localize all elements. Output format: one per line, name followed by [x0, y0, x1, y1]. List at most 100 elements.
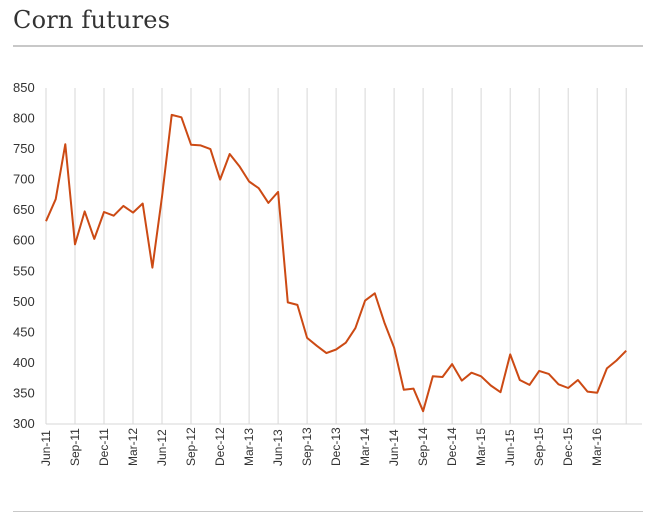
y-tick-label: 650 — [13, 202, 35, 217]
y-tick-label: 600 — [13, 233, 35, 248]
data-point — [625, 350, 627, 352]
data-point — [64, 143, 66, 145]
chart-grid — [45, 88, 642, 425]
x-tick-label: Dec-12 — [213, 427, 227, 466]
data-point — [316, 345, 318, 347]
data-point — [490, 385, 492, 387]
data-point — [606, 367, 608, 369]
data-point — [93, 238, 95, 240]
x-tick-label: Jun-11 — [39, 430, 53, 466]
data-point — [558, 383, 560, 385]
data-point — [335, 349, 337, 351]
data-point — [451, 363, 453, 365]
data-point — [596, 392, 598, 394]
y-tick-label: 800 — [13, 111, 35, 126]
y-tick-label: 450 — [13, 324, 35, 339]
data-point — [403, 389, 405, 391]
title-divider — [13, 45, 643, 47]
data-point — [548, 373, 550, 375]
data-point — [519, 379, 521, 381]
data-point — [480, 375, 482, 377]
data-point — [393, 347, 395, 349]
x-tick-label: Dec-13 — [329, 427, 343, 466]
data-point — [374, 292, 376, 294]
y-tick-label: 350 — [13, 386, 35, 401]
data-point — [180, 116, 182, 118]
data-point — [383, 322, 385, 324]
y-tick-label: 750 — [13, 141, 35, 156]
x-tick-label: Sep-14 — [416, 427, 430, 466]
data-point — [616, 360, 618, 362]
x-tick-label: Sep-12 — [184, 427, 198, 466]
x-tick-label: Dec-11 — [97, 428, 111, 466]
x-tick-label: Mar-16 — [590, 428, 604, 466]
data-point — [432, 375, 434, 377]
y-tick-label: 850 — [13, 80, 35, 95]
data-point — [442, 376, 444, 378]
data-point — [413, 388, 415, 390]
data-point — [306, 337, 308, 339]
data-point — [209, 148, 211, 150]
data-point — [55, 198, 57, 200]
data-point — [345, 342, 347, 344]
data-point — [422, 410, 424, 412]
data-point — [45, 220, 47, 222]
data-point — [190, 144, 192, 146]
data-point — [113, 215, 115, 217]
data-point — [500, 391, 502, 393]
data-point — [277, 191, 279, 193]
data-point — [122, 205, 124, 207]
y-tick-label: 550 — [13, 263, 35, 278]
data-point — [229, 153, 231, 155]
x-tick-label: Mar-15 — [474, 428, 488, 466]
data-point — [325, 352, 327, 354]
data-point — [171, 114, 173, 116]
x-tick-label: Jun-15 — [503, 429, 517, 466]
data-point — [354, 327, 356, 329]
data-point — [267, 202, 269, 204]
x-tick-label: Mar-13 — [242, 428, 256, 466]
x-tick-label: Sep-13 — [300, 427, 314, 466]
data-point — [509, 353, 511, 355]
data-point — [200, 144, 202, 146]
data-point — [529, 384, 531, 386]
data-point — [538, 370, 540, 372]
x-tick-label: Dec-15 — [561, 427, 575, 466]
page-title: Corn futures — [13, 6, 171, 34]
data-point — [471, 372, 473, 374]
data-point — [219, 179, 221, 181]
y-tick-label: 500 — [13, 294, 35, 309]
data-point — [238, 165, 240, 167]
x-tick-label: Sep-15 — [532, 427, 546, 466]
x-tick-label: Sep-11 — [68, 428, 82, 466]
data-point — [296, 304, 298, 306]
data-point — [567, 387, 569, 389]
data-point — [258, 187, 260, 189]
data-point — [151, 267, 153, 269]
y-axis-ticks: 300 350 400 450 500 550 600 650 700 750 800 850 — [13, 80, 35, 431]
x-tick-label: Mar-14 — [358, 428, 372, 466]
y-tick-label: 700 — [13, 172, 35, 187]
x-tick-label: Dec-14 — [445, 427, 459, 466]
footer-divider — [13, 511, 643, 512]
data-point — [364, 300, 366, 302]
data-point — [287, 301, 289, 303]
data-point — [74, 243, 76, 245]
data-point — [142, 203, 144, 205]
y-tick-label: 300 — [13, 416, 35, 431]
y-tick-label: 400 — [13, 355, 35, 370]
x-tick-label: Mar-12 — [126, 428, 140, 466]
x-axis-ticks: Jun-11 Sep-11 Dec-11 Mar-12 Jun-12 Sep-12 Dec-… — [39, 427, 604, 466]
data-point — [461, 380, 463, 382]
x-tick-label: Jun-14 — [387, 429, 401, 466]
series-line-corn — [45, 113, 627, 413]
data-point — [103, 211, 105, 213]
x-tick-label: Jun-12 — [155, 429, 169, 466]
data-point — [161, 196, 163, 198]
data-point — [587, 391, 589, 393]
x-tick-label: Jun-13 — [271, 429, 285, 466]
data-point — [248, 181, 250, 183]
series-lines — [45, 113, 627, 413]
data-point — [577, 379, 579, 381]
